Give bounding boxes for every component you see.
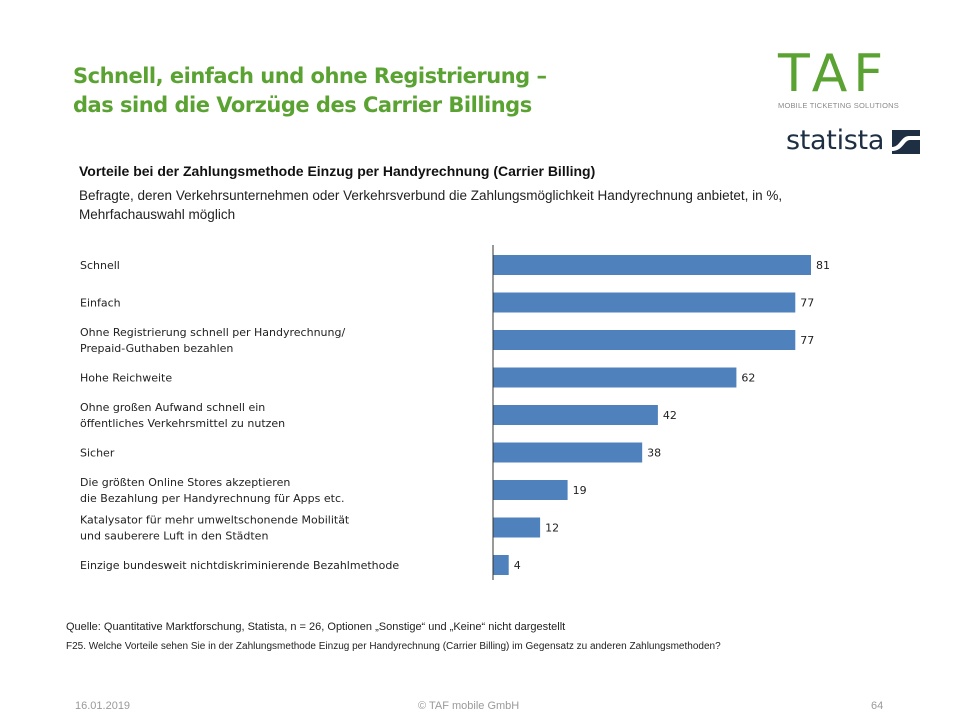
value-label-1: 81 xyxy=(816,259,830,272)
category-label-1: Schnell xyxy=(80,259,120,272)
bar-5 xyxy=(493,405,658,425)
chart-subtitle: Befragte, deren Verkehrsunternehmen oder… xyxy=(79,186,879,224)
taf-logo: TAF MOBILE TICKETING SOLUTIONS xyxy=(778,48,923,114)
value-label-3: 77 xyxy=(800,334,814,347)
bar-2 xyxy=(493,292,796,313)
bar-1 xyxy=(493,255,811,275)
statista-logo: statista xyxy=(786,125,926,159)
value-label-5: 42 xyxy=(663,409,677,422)
statista-logo-icon xyxy=(892,130,920,154)
taf-logo-tagline: MOBILE TICKETING SOLUTIONS xyxy=(778,101,899,110)
taf-logo-word: TAF xyxy=(778,44,890,104)
category-label-8: Katalysator für mehr umweltschonende Mob… xyxy=(80,514,350,543)
title-line-2: das sind die Vorzüge des Carrier Billing… xyxy=(73,93,532,117)
footer-date: 16.01.2019 xyxy=(75,700,131,712)
chart-subtitle-line-2: Mehrfachauswahl möglich xyxy=(79,207,236,222)
bar-9 xyxy=(493,555,509,575)
bar-4 xyxy=(493,367,737,388)
category-label-4: Hohe Reichweite xyxy=(80,372,172,385)
footer-page-number: 64 xyxy=(871,700,884,712)
category-label-9: Einzige bundesweit nichtdiskriminierende… xyxy=(80,559,399,572)
value-label-7: 19 xyxy=(573,484,587,497)
value-label-8: 12 xyxy=(545,522,559,535)
category-label-6: Sicher xyxy=(80,447,115,460)
category-label-3: Ohne Registrierung schnell per Handyrech… xyxy=(80,326,345,355)
category-label-7: Die größten Online Stores akzeptieren die… xyxy=(80,476,345,505)
survey-question: F25. Welche Vorteile sehen Sie in der Za… xyxy=(66,641,721,652)
bar-3 xyxy=(493,330,796,350)
title-line-1: Schnell, einfach und ohne Registrierung … xyxy=(73,64,547,88)
footer-copyright: © TAF mobile GmbH xyxy=(418,700,520,712)
value-label-2: 77 xyxy=(800,297,814,310)
category-label-5: Ohne großen Aufwand schnell ein öffentlic… xyxy=(80,401,285,430)
category-label-2: Einfach xyxy=(80,297,121,310)
value-label-4: 62 xyxy=(741,372,755,385)
source-note: Quelle: Quantitative Marktforschung, Sta… xyxy=(66,621,566,633)
statista-logo-word: statista xyxy=(786,125,885,156)
bar-6 xyxy=(493,442,643,463)
bar-8 xyxy=(493,517,541,538)
value-label-9: 4 xyxy=(514,559,521,572)
value-label-6: 38 xyxy=(647,447,661,460)
bar-7 xyxy=(493,480,568,500)
chart-subtitle-line-1: Befragte, deren Verkehrsunternehmen oder… xyxy=(79,188,783,203)
chart-title: Vorteile bei der Zahlungsmethode Einzug … xyxy=(79,163,596,179)
page-title: Schnell, einfach und ohne Registrierung … xyxy=(73,62,673,120)
